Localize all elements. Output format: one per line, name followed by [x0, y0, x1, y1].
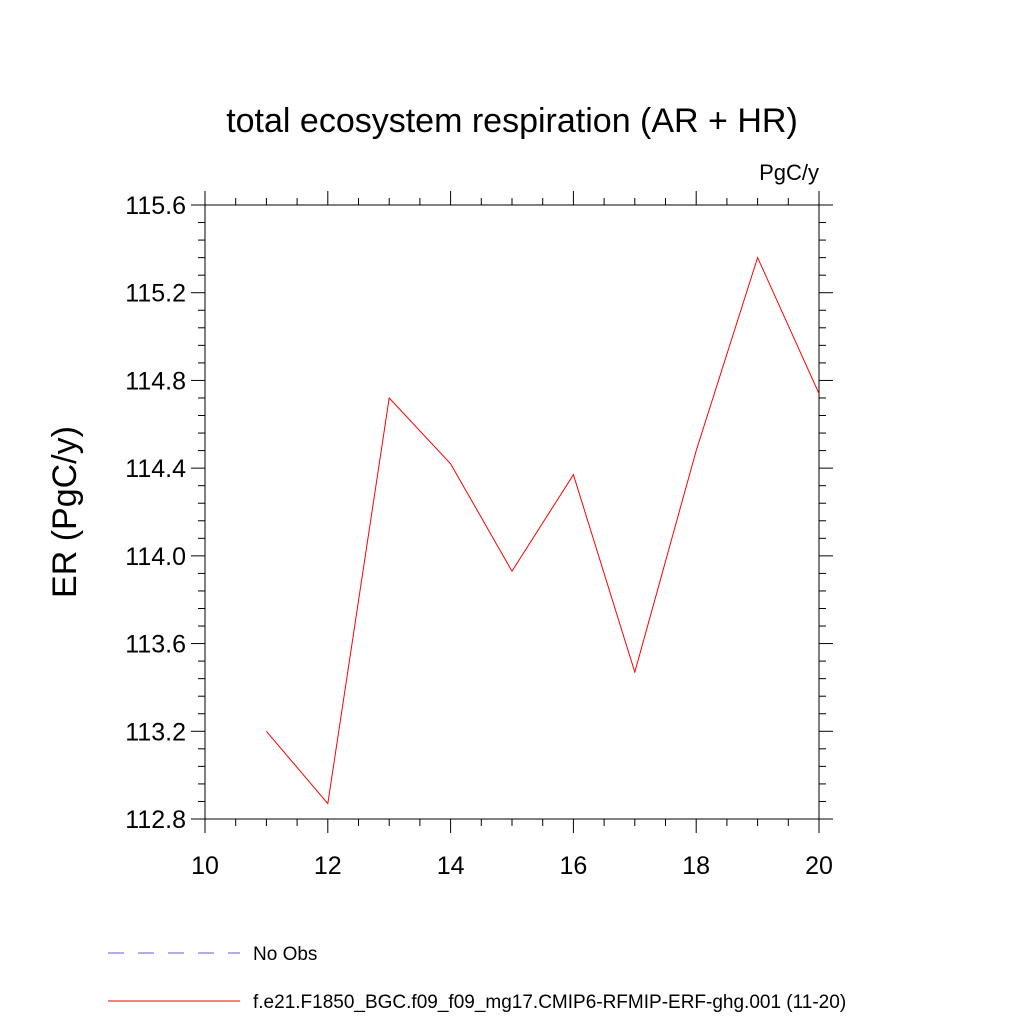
x-tick-label: 16 [559, 852, 587, 880]
y-axis-label: ER (PgC/y) [46, 426, 84, 598]
series-layer [266, 256, 820, 805]
x-tick-label: 14 [437, 852, 465, 880]
y-tick-label: 114.8 [125, 367, 186, 395]
legend-label: f.e21.F1850_BGC.f09_f09_mg17.CMIP6-RFMIP… [253, 992, 846, 1013]
legend-label: No Obs [253, 944, 317, 965]
y-axis: 112.8 113.2 113.6 114.0 114.4 114.8 115.2 115.6 [125, 192, 833, 834]
x-tick-label: 18 [682, 852, 710, 880]
units-label: PgC/y [759, 160, 819, 185]
y-tick-label: 112.8 [125, 806, 186, 834]
y-tick-label: 115.2 [125, 280, 186, 308]
series-line-0 [266, 256, 820, 805]
legend: No Obs f.e21.F1850_BGC.f09_f09_mg17.CMIP6… [108, 944, 846, 1013]
y-tick-label: 113.6 [125, 631, 186, 659]
y-tick-label: 113.2 [125, 718, 186, 746]
plot-frame [204, 204, 820, 820]
y-tick-label: 114.4 [125, 455, 186, 483]
x-tick-label: 12 [314, 852, 342, 880]
y-tick-label: 114.0 [125, 543, 186, 571]
chart-title: total ecosystem respiration (AR + HR) [226, 102, 798, 140]
y-tick-label: 115.6 [125, 192, 186, 220]
x-tick-label: 20 [805, 852, 833, 880]
x-tick-label: 10 [191, 852, 219, 880]
x-axis: 10 12 14 16 18 20 [191, 191, 833, 880]
